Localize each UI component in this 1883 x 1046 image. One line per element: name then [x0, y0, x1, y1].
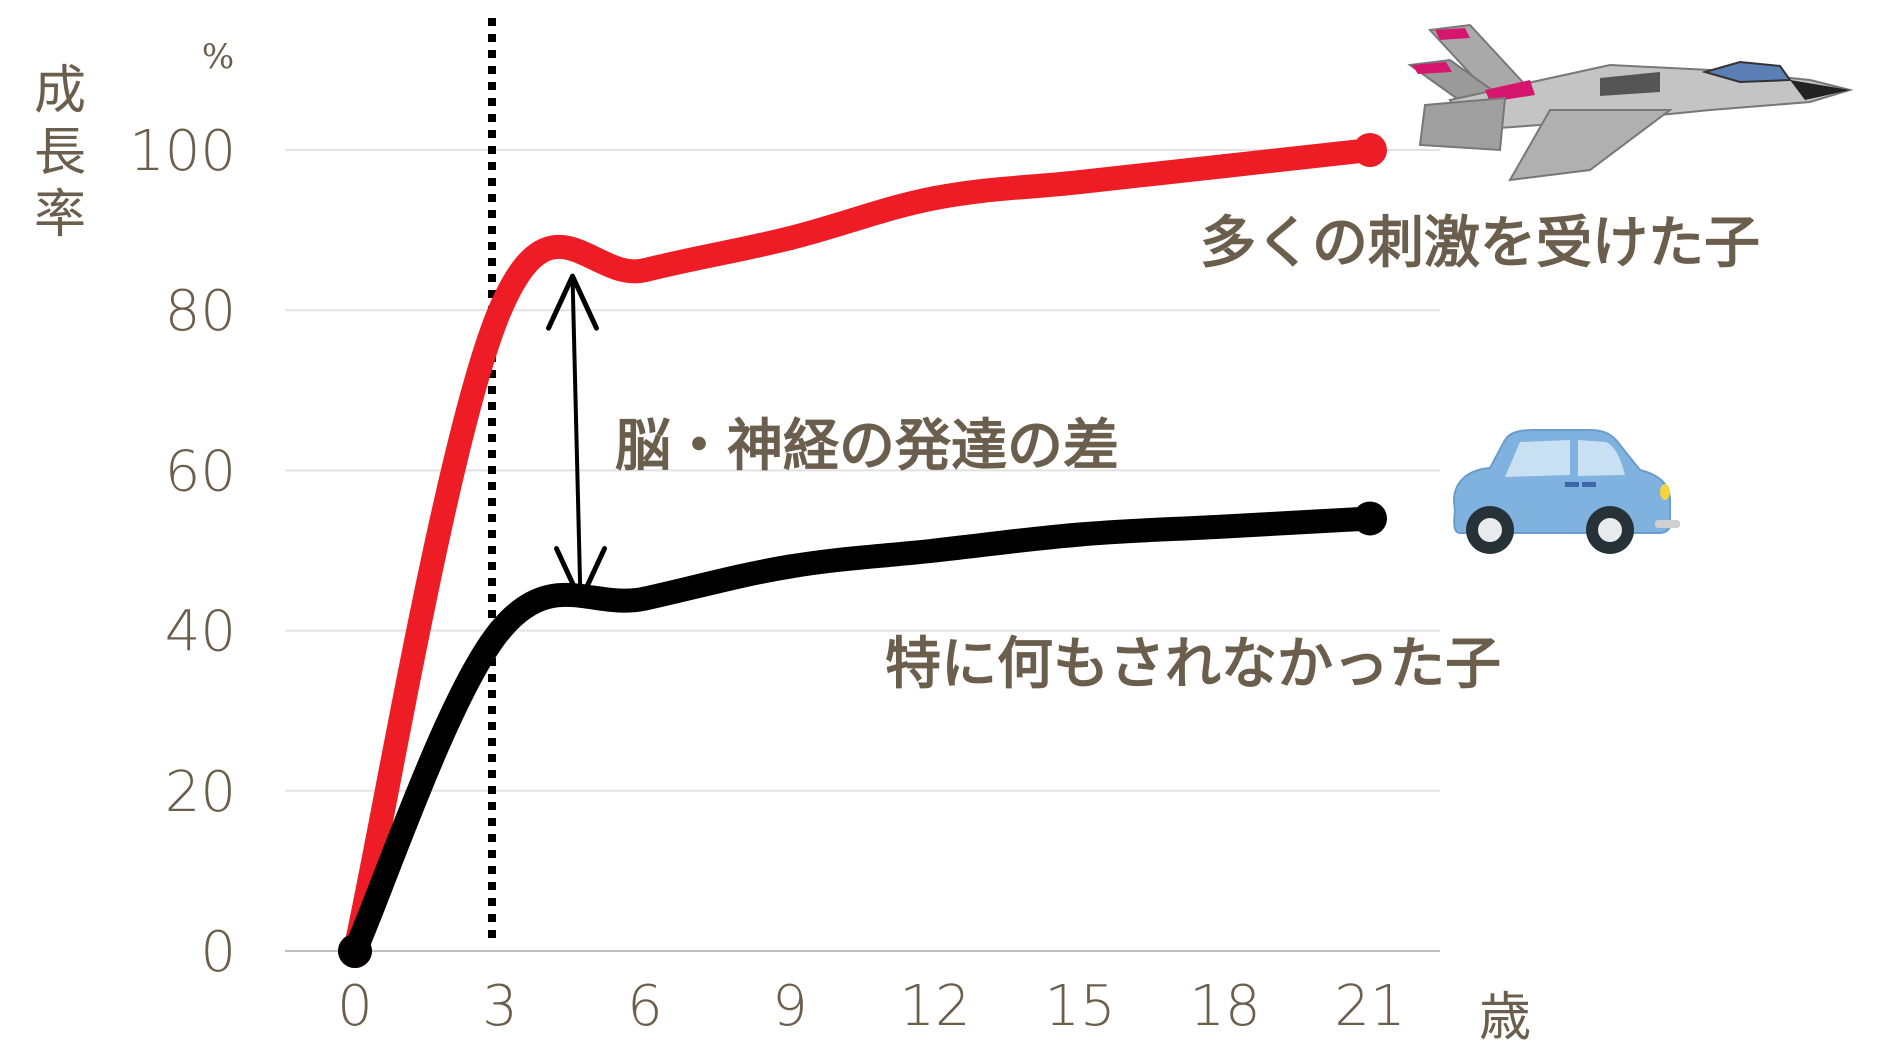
series-line — [343, 506, 1382, 963]
data-point — [778, 554, 802, 579]
difference-arrow — [546, 273, 607, 604]
fighter-jet-icon — [1407, 23, 1854, 182]
data-point — [923, 186, 947, 211]
data-point — [633, 586, 657, 611]
y-tick-label: 40 — [165, 600, 236, 665]
y-tick-label: 20 — [165, 760, 236, 825]
series-group — [338, 133, 1387, 968]
top-series-annotation: 多くの刺激を受けた子 — [1200, 210, 1760, 276]
x-tick-label: 0 — [337, 974, 373, 1039]
y-tick-labels: 0 20 40 60 80 100 — [129, 119, 236, 985]
y-tick-label: 80 — [165, 279, 236, 344]
data-point — [1353, 133, 1387, 167]
y-tick-label: 100 — [129, 119, 236, 184]
x-tick-label: 3 — [482, 974, 518, 1039]
x-tick-label: 21 — [1334, 974, 1405, 1039]
difference-arrow-head-top — [546, 273, 599, 331]
data-point — [778, 226, 802, 251]
x-tick-labels: 0 3 6 9 12 15 18 21 — [337, 974, 1405, 1039]
y-tick-label: 60 — [165, 439, 236, 504]
data-point — [923, 538, 947, 563]
y-tick-label: 0 — [200, 920, 236, 985]
difference-annotation: 脳・神経の発達の差 — [615, 413, 1119, 479]
data-point — [1353, 501, 1387, 536]
data-point — [1068, 170, 1092, 195]
svg-text:成長率: 成長率 — [34, 61, 86, 245]
x-tick-label: 15 — [1044, 974, 1115, 1039]
bottom-series-annotation: 特に何もされなかった子 — [885, 631, 1501, 697]
difference-arrow-shaft — [570, 276, 583, 601]
x-tick-label: 6 — [627, 974, 663, 1039]
difference-arrow-head-bottom — [554, 546, 607, 604]
data-point — [488, 298, 512, 323]
y-axis-label: 成長率 — [34, 61, 86, 245]
x-tick-label: 18 — [1189, 974, 1260, 1039]
data-point — [1213, 154, 1237, 179]
data-point — [633, 258, 657, 283]
car-icon — [1453, 429, 1680, 554]
data-point — [488, 618, 512, 643]
grid-lines — [285, 149, 1440, 952]
x-tick-label: 12 — [899, 974, 970, 1039]
data-point — [1213, 514, 1237, 539]
data-point — [338, 934, 372, 968]
y-unit-label: % — [202, 37, 234, 77]
data-point — [1068, 522, 1092, 547]
x-tick-label: 9 — [772, 974, 808, 1039]
x-axis-label: 歳 — [1479, 988, 1531, 1046]
